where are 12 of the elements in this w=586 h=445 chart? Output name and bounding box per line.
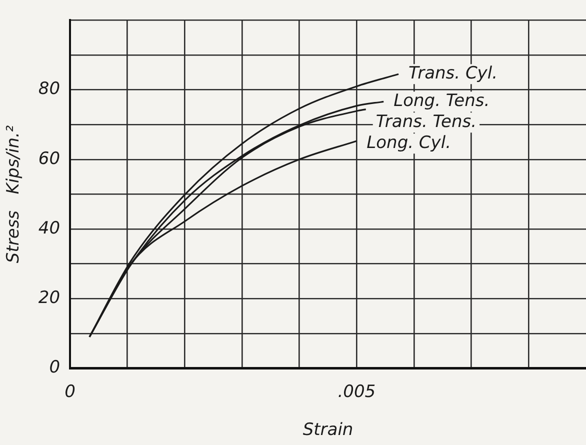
series-label: Trans. Cyl. xyxy=(408,64,498,84)
series-label: Long. Cyl. xyxy=(366,133,451,154)
y-tick-label: 40 xyxy=(38,218,60,238)
y-tick-label: 60 xyxy=(38,148,60,169)
x-tick-label: .005 xyxy=(338,382,376,402)
y-tick-label: 80 xyxy=(38,79,60,100)
y-axis-title: Stress Kips/in.² xyxy=(4,125,24,264)
series-label: Long. Tens. xyxy=(394,91,490,112)
series-label: Trans. Tens. xyxy=(376,112,477,132)
y-tick-label: 20 xyxy=(38,288,60,308)
x-axis-title: Strain xyxy=(302,420,354,440)
y-tick-label: 0 xyxy=(49,358,60,378)
